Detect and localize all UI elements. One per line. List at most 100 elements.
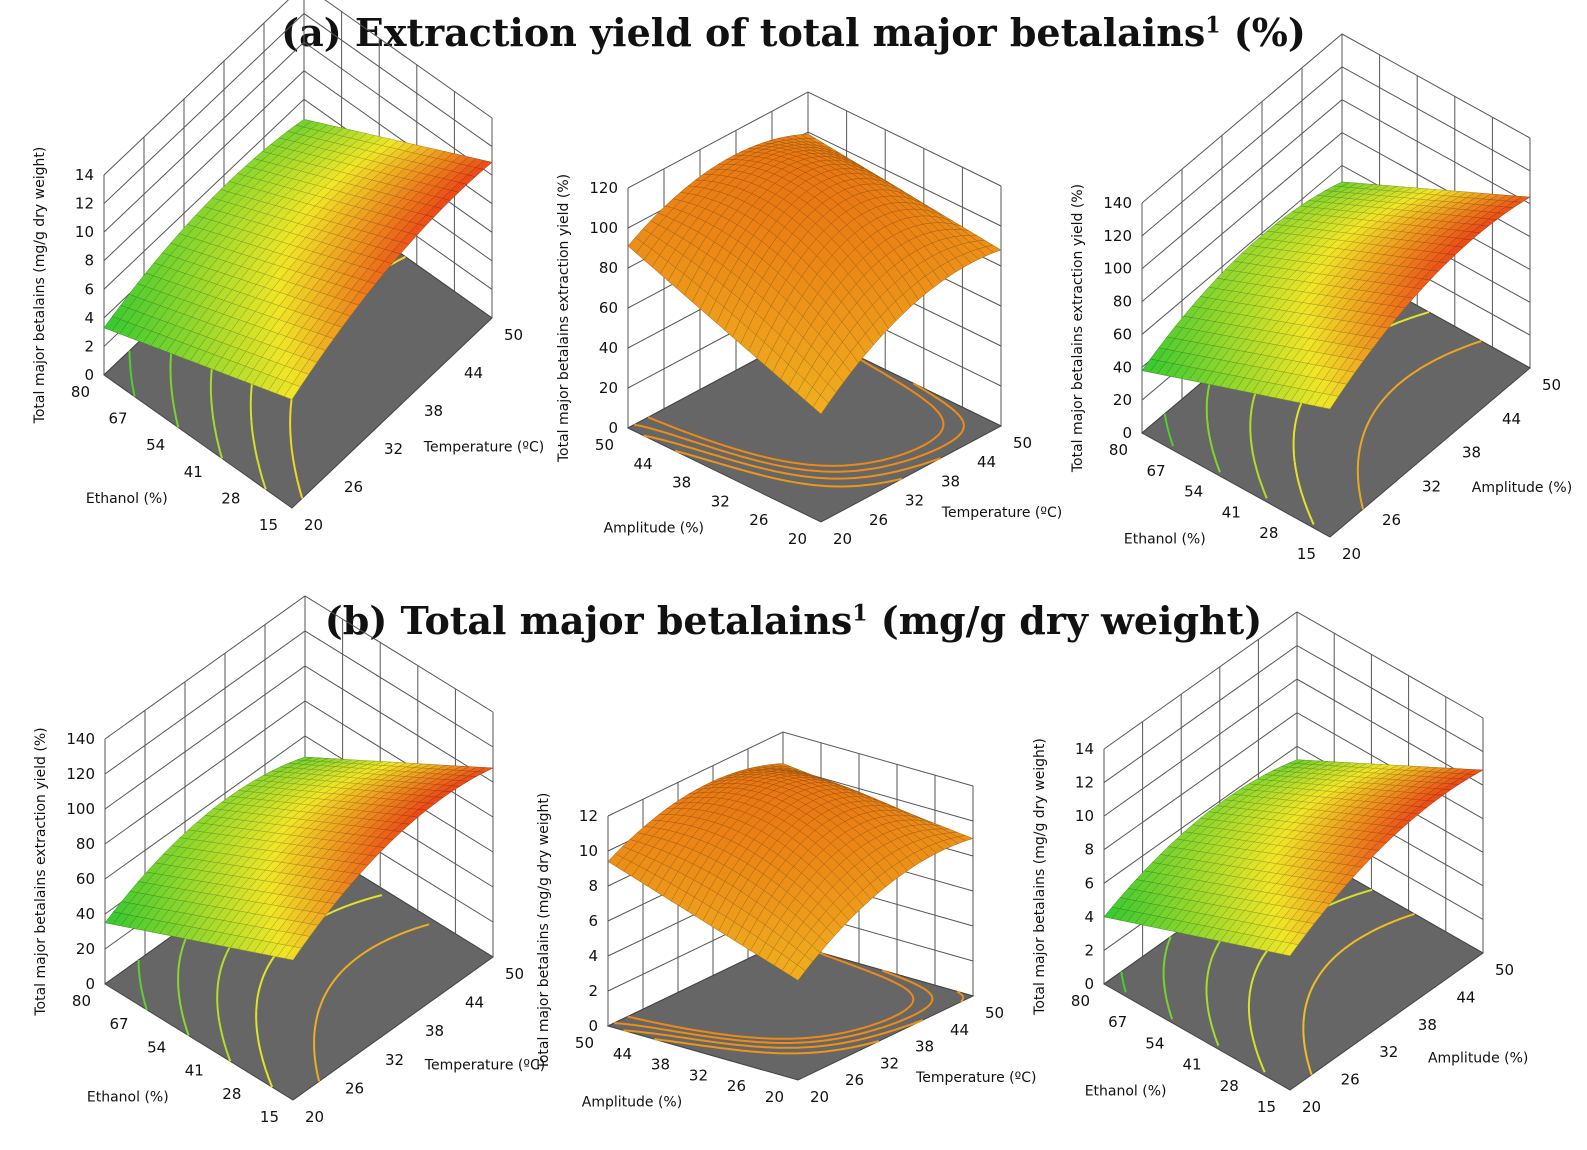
- y-tick-label: 26: [845, 1071, 864, 1089]
- x-tick-label: 28: [1220, 1077, 1239, 1095]
- y-tick-label: 20: [304, 516, 323, 534]
- surface-facet: [1321, 394, 1339, 410]
- x-tick-label: 54: [1184, 483, 1203, 501]
- wall-gridline: [607, 731, 974, 817]
- z-tick-label: 6: [1084, 874, 1094, 892]
- surface-plot-b-left: 0 20 40 60 80 100 120 140 80 67 54 41 28 15 20 26 32 38 44…: [33, 595, 545, 1126]
- z-tick-label: 2: [1084, 941, 1094, 959]
- y-tick-label: 32: [385, 1051, 404, 1069]
- z-tick-label: 0: [85, 975, 95, 993]
- x-tick-label: 50: [595, 436, 614, 454]
- z-tick-label: 0: [1122, 424, 1132, 442]
- y-tick-label: 32: [1422, 477, 1441, 495]
- surface-plot-a-middle: 0 20 40 60 80 100 120 50 44 38 32 26 20 20 26 32 38 44 50 A…: [556, 91, 1062, 548]
- floor-plane: [626, 331, 1003, 523]
- z-tick-label: 14: [75, 166, 94, 184]
- response-surface: [104, 756, 494, 961]
- z-axis-label: Total major betalains (mg/g dry weight): [536, 793, 552, 1071]
- y-tick-label: 20: [833, 530, 852, 548]
- contour-line: [643, 434, 941, 480]
- section-title-a-text: (a) Extraction yield of total major beta…: [281, 10, 1206, 55]
- z-tick-label: 100: [589, 219, 618, 237]
- z-tick-label: 10: [75, 223, 94, 241]
- y-axis-label: Temperature (ºC): [424, 1057, 545, 1073]
- z-tick-label: 100: [1103, 260, 1132, 278]
- x-tick-label: 50: [575, 1034, 594, 1052]
- surface-facet: [1281, 942, 1299, 956]
- x-tick-label: 26: [727, 1077, 746, 1095]
- section-title-b-text: (b) Total major betalains: [324, 598, 853, 643]
- y-tick-label: 20: [305, 1108, 324, 1126]
- x-axis-label: Ethanol (%): [1085, 1084, 1167, 1100]
- z-tick-label: 12: [1075, 774, 1094, 792]
- x-tick-label: 54: [1145, 1034, 1164, 1052]
- z-tick-label: 12: [579, 807, 598, 825]
- section-title-a-unit: (%): [1220, 10, 1306, 55]
- z-tick-label: 6: [84, 280, 94, 298]
- x-tick-label: 32: [689, 1066, 708, 1084]
- y-tick-label: 50: [1013, 434, 1032, 452]
- surface-plot-a-right: 0 20 40 60 80 100 120 140 80 67 54 41 28 15 20 26 32 38 44…: [1070, 33, 1572, 563]
- contour-line: [1302, 912, 1415, 1076]
- z-tick-label: 60: [1113, 325, 1132, 343]
- x-axis-label: Ethanol (%): [86, 491, 168, 507]
- x-tick-label: 32: [711, 492, 730, 510]
- section-title-b-footnote: 1: [852, 600, 868, 627]
- surface-facet: [789, 964, 806, 981]
- y-tick-label: 44: [950, 1021, 969, 1039]
- x-tick-label: 41: [185, 1062, 204, 1080]
- wall-gridline: [1103, 745, 1484, 884]
- x-tick-label: 67: [1147, 462, 1166, 480]
- x-tick-label: 44: [613, 1045, 632, 1063]
- z-tick-label: 0: [608, 419, 618, 437]
- z-tick-label: 2: [588, 982, 598, 1000]
- x-tick-label: 28: [1259, 524, 1278, 542]
- z-tick-label: 4: [84, 309, 94, 327]
- z-tick-label: 10: [579, 842, 598, 860]
- x-tick-label: 41: [1222, 503, 1241, 521]
- z-tick-label: 60: [599, 299, 618, 317]
- y-tick-label: 20: [1302, 1098, 1321, 1116]
- y-tick-label: 26: [344, 478, 363, 496]
- y-tick-label: 38: [425, 1022, 444, 1040]
- y-tick-label: 32: [905, 492, 924, 510]
- contour-line: [623, 990, 965, 1049]
- response-surface: [627, 133, 1002, 415]
- z-axis-label: Total major betalains extraction yield (…: [33, 727, 49, 1016]
- wall-gridline: [1103, 644, 1484, 783]
- x-tick-label: 20: [788, 530, 807, 548]
- wall-gridline: [103, 41, 493, 233]
- x-tick-label: 15: [260, 1108, 279, 1126]
- y-tick-label: 44: [1502, 410, 1521, 428]
- z-tick-label: 8: [1084, 841, 1094, 859]
- surface-facet: [283, 383, 301, 400]
- x-axis-label: Amplitude (%): [604, 520, 704, 536]
- x-tick-label: 38: [651, 1056, 670, 1074]
- x-axis-label: Ethanol (%): [1124, 531, 1206, 547]
- wall-gridline: [1103, 611, 1484, 750]
- wall-gridline: [103, 0, 493, 176]
- y-axis-label: Amplitude (%): [1472, 480, 1572, 496]
- z-tick-label: 8: [588, 877, 598, 895]
- x-tick-label: 80: [1109, 441, 1128, 459]
- x-tick-label: 80: [1071, 992, 1090, 1010]
- y-tick-label: 38: [1462, 444, 1481, 462]
- y-axis-label: Amplitude (%): [1428, 1051, 1528, 1067]
- x-axis-label: Amplitude (%): [582, 1094, 682, 1110]
- z-tick-label: 100: [66, 800, 95, 818]
- contour-line: [1120, 971, 1127, 993]
- x-tick-label: 67: [109, 410, 128, 428]
- y-tick-label: 26: [1341, 1071, 1360, 1089]
- x-tick-label: 67: [110, 1015, 129, 1033]
- y-tick-label: 44: [465, 994, 484, 1012]
- x-tick-label: 15: [259, 516, 278, 534]
- z-tick-label: 140: [1103, 194, 1132, 212]
- wall-gridline: [104, 595, 494, 740]
- x-tick-label: 26: [749, 511, 768, 529]
- z-tick-label: 14: [1075, 740, 1094, 758]
- contour-line: [634, 382, 965, 473]
- wall-gridline: [627, 91, 1002, 189]
- y-tick-label: 50: [985, 1004, 1004, 1022]
- contour-line: [137, 960, 148, 1011]
- y-tick-label: 50: [505, 965, 524, 983]
